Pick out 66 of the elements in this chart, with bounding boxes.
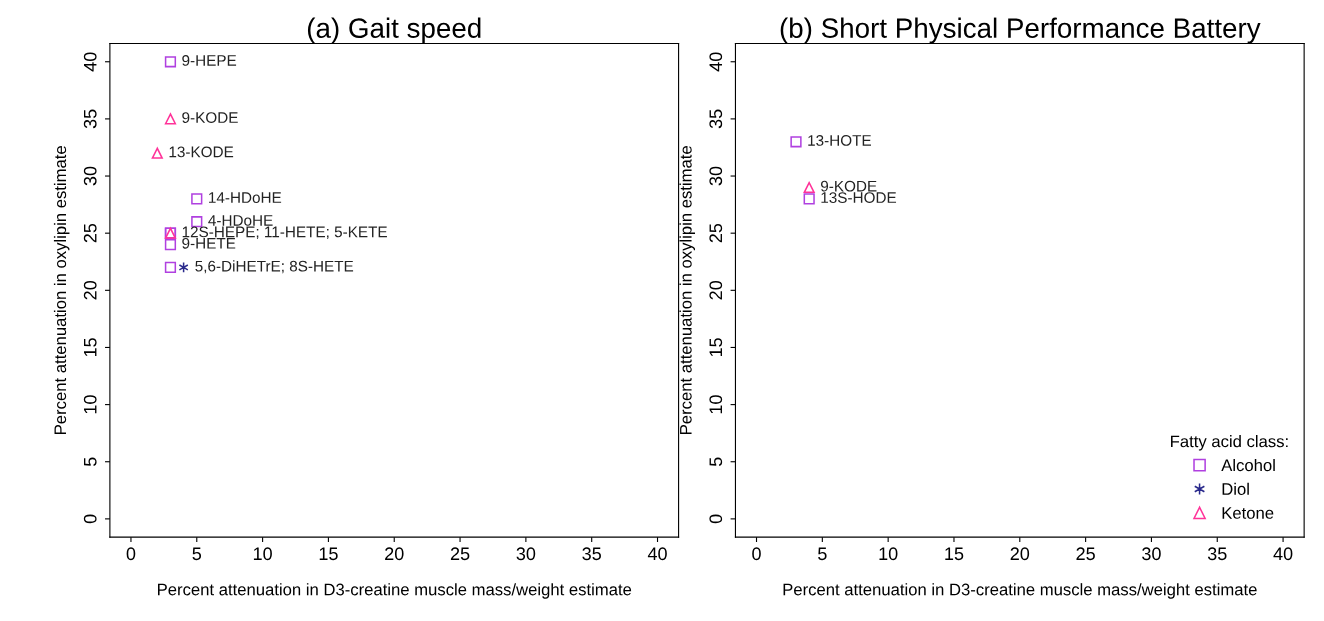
point bbox=[164, 113, 177, 125]
y-tick-label: 40 bbox=[83, 52, 97, 72]
y-tick-label: 15 bbox=[84, 338, 97, 357]
x-tick-label: 40 bbox=[1273, 547, 1293, 561]
y-tick-label: 25 bbox=[709, 223, 723, 243]
y-tick-label: 35 bbox=[83, 109, 97, 129]
point bbox=[164, 56, 177, 68]
y-tick-label: 20 bbox=[83, 280, 97, 300]
annotation: 13-KODE bbox=[169, 146, 234, 158]
point bbox=[803, 193, 815, 205]
y-tick-label: 30 bbox=[83, 166, 97, 186]
annotation: 12S-HEPE; 11-HETE; 5-KETE bbox=[182, 226, 387, 240]
point bbox=[803, 181, 815, 194]
y-tick-label: 10 bbox=[709, 395, 723, 414]
annotation: 14-HDoHE bbox=[209, 192, 282, 203]
y-axis-title: Percent attenuation in oxylipin estimate bbox=[679, 146, 696, 434]
y-tick-label: 5 bbox=[709, 457, 723, 467]
x-tick-label: 35 bbox=[582, 547, 601, 561]
x-tick-label: 30 bbox=[1142, 547, 1161, 561]
x-tick-label: 35 bbox=[1207, 547, 1227, 561]
x-tick-label: 20 bbox=[385, 547, 404, 561]
annotation: 13-HOTE bbox=[808, 135, 871, 146]
x-tick-label: 40 bbox=[647, 547, 667, 561]
x-tick-label: 30 bbox=[516, 547, 536, 561]
x-axis-title: Percent attenuation in D3-creatine muscle mass/weight estimate bbox=[783, 583, 1257, 599]
annotation: 9-HETE bbox=[182, 237, 236, 249]
x-tick-label: 15 bbox=[319, 547, 338, 561]
annotation: 4-HDoHE bbox=[208, 215, 273, 226]
annotation: 9-HEPE bbox=[182, 55, 237, 66]
y-axis-title: Percent attenuation in oxylipin estimate bbox=[53, 146, 70, 434]
y-tick-label: 0 bbox=[83, 514, 97, 524]
point bbox=[191, 193, 203, 205]
y-tick-label: 25 bbox=[83, 223, 97, 243]
legend-label: Alcohol bbox=[1221, 458, 1275, 472]
x-tick-label: 0 bbox=[752, 547, 761, 561]
y-tick-label: 20 bbox=[709, 280, 723, 300]
point bbox=[790, 136, 802, 148]
annotation: 13S-HODE bbox=[821, 192, 897, 203]
y-tick-label: 15 bbox=[709, 338, 723, 357]
x-axis-title: Percent attenuation in D3-creatine muscle mass/weight estimate bbox=[158, 583, 632, 599]
annotation: 5,6-DiHETrE; 8S-HETE bbox=[195, 260, 354, 274]
x-tick-label: 5 bbox=[192, 547, 202, 561]
x-tick-label: 0 bbox=[126, 547, 136, 561]
x-tick-label: 5 bbox=[818, 547, 827, 561]
x-tick-label: 25 bbox=[1076, 547, 1095, 561]
legend-label: Diol bbox=[1222, 482, 1249, 495]
annotation: 9-KODE bbox=[182, 112, 238, 123]
y-tick-label: 5 bbox=[84, 457, 97, 467]
x-tick-label: 25 bbox=[450, 547, 470, 561]
chart-title: (b) Short Physical Performance Battery bbox=[780, 17, 1261, 44]
x-tick-label: 15 bbox=[945, 547, 964, 561]
x-tick-label: 10 bbox=[879, 547, 898, 561]
y-tick-label: 40 bbox=[709, 52, 723, 72]
chart-title: (a) Gait speed bbox=[307, 17, 481, 44]
x-tick-label: 20 bbox=[1010, 547, 1030, 561]
x-tick-label: 10 bbox=[253, 547, 272, 561]
y-tick-label: 10 bbox=[83, 395, 97, 414]
point bbox=[164, 261, 177, 274]
y-tick-label: 0 bbox=[709, 514, 723, 524]
annotation: 9-KODE bbox=[821, 180, 877, 192]
y-tick-label: 30 bbox=[709, 166, 723, 186]
y-tick-label: 35 bbox=[709, 109, 723, 129]
legend-label: Ketone bbox=[1222, 507, 1274, 519]
point bbox=[151, 147, 163, 159]
legend-title: Fatty acid class: bbox=[1171, 435, 1288, 451]
point bbox=[164, 238, 177, 251]
